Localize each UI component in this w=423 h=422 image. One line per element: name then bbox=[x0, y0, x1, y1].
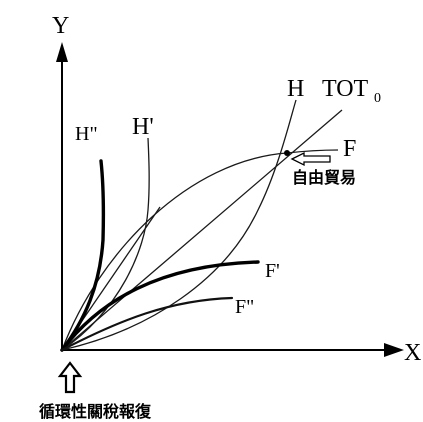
label-h-prime: H' bbox=[132, 114, 154, 140]
free-trade-label: 自由貿易 bbox=[292, 168, 356, 187]
label-h-double-prime: H" bbox=[75, 123, 98, 145]
x-axis-arrow bbox=[384, 343, 404, 357]
tot-line bbox=[61, 109, 343, 351]
x-axis-label: X bbox=[404, 340, 421, 366]
curve-f-prime bbox=[60, 260, 260, 352]
free-trade-arrow bbox=[290, 151, 331, 167]
retaliation-arrow bbox=[57, 361, 83, 394]
y-axis-arrow bbox=[56, 42, 68, 62]
label-tot-base: TOT bbox=[322, 76, 369, 102]
label-f: F bbox=[343, 136, 356, 162]
axes bbox=[56, 42, 404, 357]
curve-h bbox=[61, 99, 297, 351]
label-h: H bbox=[287, 76, 304, 102]
free-trade-point bbox=[284, 150, 290, 156]
curve-f-double-prime bbox=[60, 296, 234, 352]
curve-h-prime bbox=[61, 137, 150, 351]
curve-h-double-prime bbox=[60, 159, 106, 352]
label-f-double-prime: F" bbox=[235, 296, 254, 318]
y-axis-label: Y bbox=[52, 13, 69, 39]
retaliation-label: 循環性關稅報復 bbox=[39, 402, 152, 421]
label-f-prime: F' bbox=[265, 260, 280, 282]
label-tot-subscript: 0 bbox=[374, 91, 381, 106]
